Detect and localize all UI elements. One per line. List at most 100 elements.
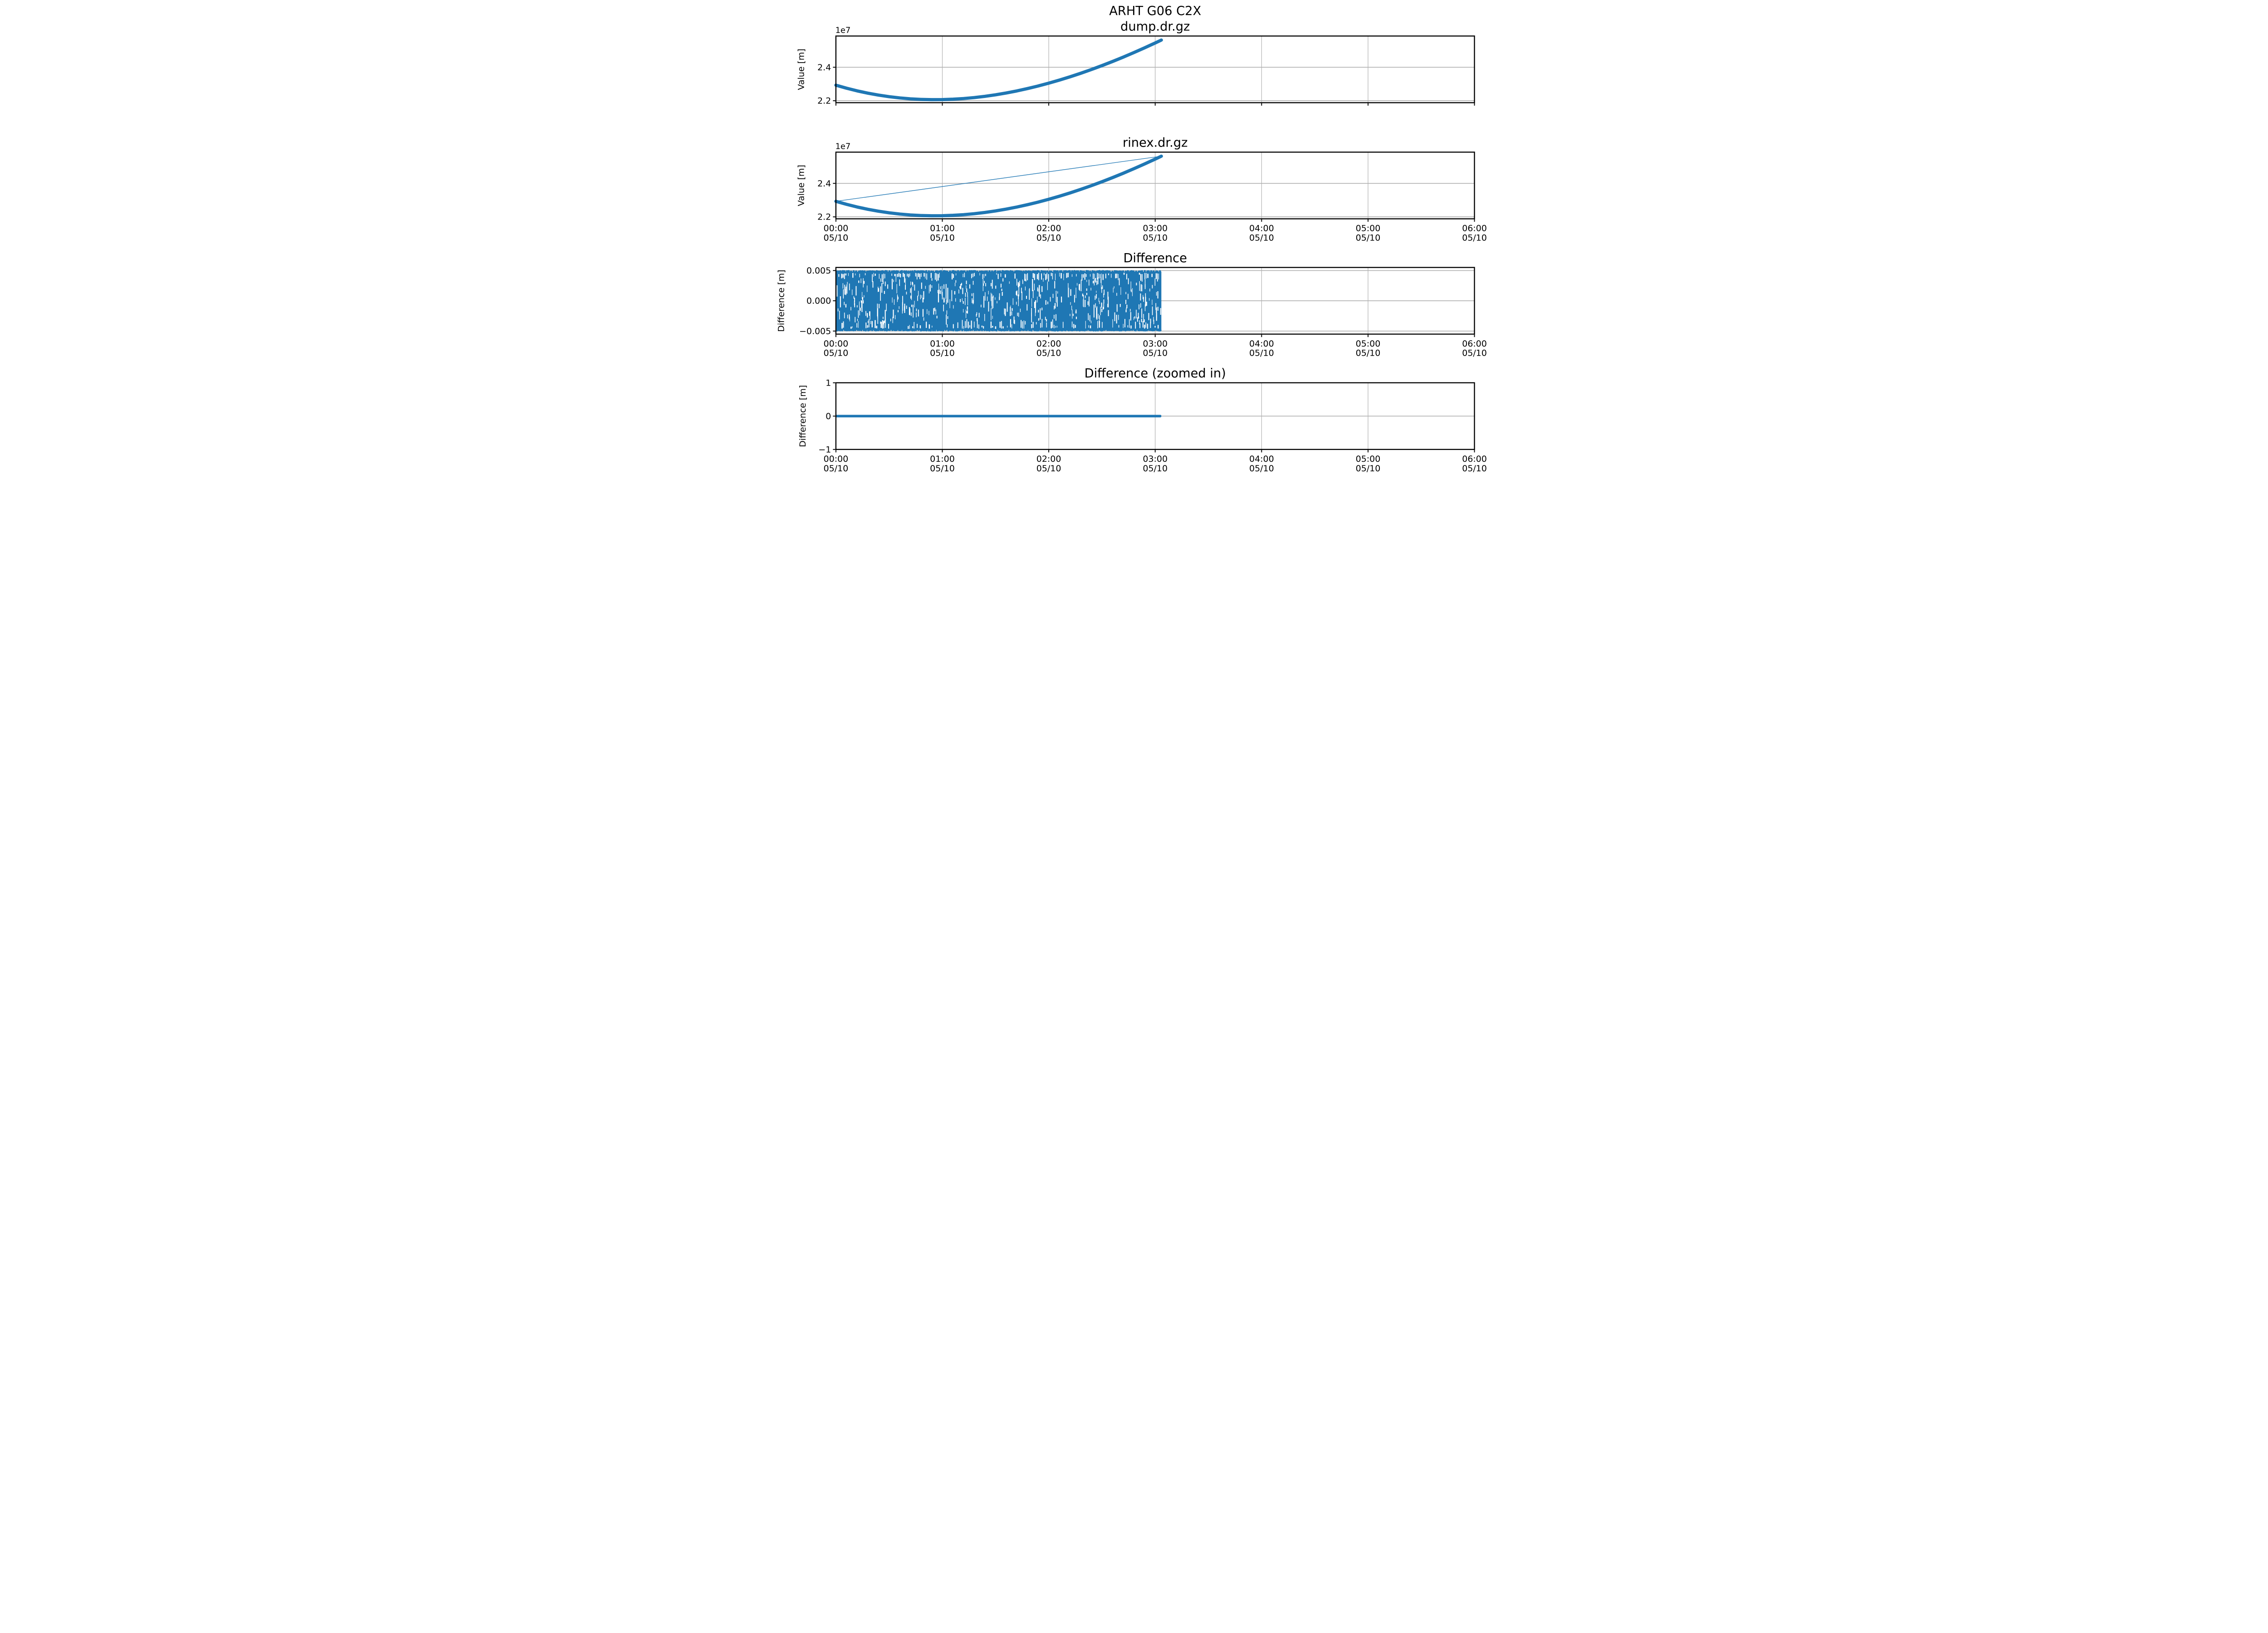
noise-gap	[949, 299, 950, 308]
noise-marker	[1145, 329, 1148, 332]
noise-marker	[1114, 329, 1116, 332]
noise-gap	[883, 321, 885, 325]
noise-marker	[936, 270, 938, 273]
noise-gap	[877, 316, 878, 324]
x-tick-label-time: 02:00	[1036, 339, 1061, 349]
noise-gap	[865, 322, 867, 328]
noise-gap	[1014, 273, 1016, 279]
noise-gap	[1040, 323, 1041, 328]
noise-gap	[1100, 307, 1101, 315]
noise-gap	[1045, 317, 1046, 320]
noise-gap	[844, 273, 845, 279]
noise-marker	[1077, 270, 1080, 273]
noise-gap	[1018, 294, 1019, 299]
noise-marker	[947, 329, 950, 332]
noise-gap	[974, 273, 975, 277]
noise-gap	[921, 282, 922, 289]
noise-gap	[870, 321, 871, 324]
noise-gap	[1130, 325, 1132, 329]
noise-marker	[1061, 329, 1064, 332]
noise-marker	[1003, 329, 1006, 332]
noise-gap	[946, 299, 947, 304]
noise-gap	[995, 285, 997, 289]
noise-gap	[1143, 314, 1144, 323]
noise-gap	[1135, 322, 1136, 329]
noise-marker	[852, 329, 855, 332]
noise-band-body	[836, 272, 1162, 330]
noise-marker	[1011, 270, 1014, 273]
x-tick-label-time: 00:00	[824, 454, 849, 464]
noise-marker	[939, 270, 943, 273]
noise-gap	[976, 314, 977, 317]
noise-gap	[844, 284, 846, 290]
noise-gap	[922, 298, 924, 303]
noise-marker	[983, 329, 986, 332]
y-tick-label: 2.4	[817, 179, 831, 189]
noise-gap	[1141, 308, 1143, 318]
noise-gap	[842, 274, 844, 278]
noise-gap	[872, 281, 874, 288]
x-tick-label-date: 05/10	[1462, 464, 1487, 474]
noise-marker	[925, 329, 928, 332]
noise-gap	[914, 284, 915, 291]
noise-gap	[863, 300, 864, 303]
noise-marker	[1132, 270, 1135, 273]
noise-gap	[858, 321, 859, 328]
noise-marker	[1065, 270, 1067, 273]
noise-gap	[971, 293, 973, 296]
y-axis-label: Difference [m]	[798, 385, 808, 447]
noise-gap	[962, 320, 963, 329]
noise-gap	[1075, 317, 1077, 319]
noise-gap	[1047, 281, 1048, 290]
noise-gap	[930, 273, 932, 278]
noise-marker	[954, 270, 957, 273]
noise-marker	[847, 270, 850, 273]
noise-gap	[863, 281, 865, 284]
noise-marker	[1013, 329, 1016, 332]
noise-marker	[899, 329, 902, 332]
noise-gap	[854, 298, 855, 302]
noise-gap	[873, 273, 874, 277]
noise-marker	[982, 270, 984, 273]
noise-gap	[943, 298, 945, 303]
noise-gap	[1086, 279, 1087, 282]
noise-gap	[911, 287, 912, 300]
noise-gap	[1035, 303, 1036, 306]
noise-gap	[852, 273, 854, 278]
noise-gap	[1140, 303, 1141, 308]
noise-marker	[1119, 270, 1122, 273]
noise-gap	[1100, 279, 1101, 283]
x-tick-label-time: 00:00	[824, 339, 849, 349]
noise-gap	[1016, 302, 1017, 305]
noise-gap	[1130, 312, 1131, 321]
noise-gap	[854, 303, 855, 308]
noise-gap	[871, 321, 873, 328]
noise-gap	[905, 278, 906, 287]
noise-gap	[958, 289, 959, 294]
noise-gap	[1116, 274, 1118, 279]
noise-marker	[946, 270, 948, 273]
noise-marker	[925, 270, 928, 273]
noise-marker	[863, 329, 865, 332]
noise-gap	[978, 313, 980, 318]
axis-offset-text: 1e7	[836, 142, 851, 151]
noise-gap	[857, 318, 858, 321]
noise-marker	[1110, 329, 1113, 332]
noise-gap	[868, 319, 870, 328]
noise-gap	[1126, 274, 1127, 279]
noise-gap	[1022, 321, 1023, 329]
noise-marker	[846, 270, 848, 273]
noise-gap	[906, 292, 907, 295]
noise-gap	[971, 320, 972, 329]
noise-gap	[891, 279, 893, 289]
noise-gap	[1101, 287, 1102, 293]
noise-gap	[1156, 307, 1157, 313]
noise-gap	[1038, 309, 1039, 313]
noise-marker	[917, 328, 920, 331]
x-tick-label-date: 05/10	[1143, 464, 1168, 474]
x-tick-label-time: 04:00	[1249, 339, 1274, 349]
noise-gap	[1118, 314, 1119, 320]
noise-marker	[1159, 329, 1162, 332]
noise-gap	[1100, 274, 1101, 279]
noise-gap	[946, 314, 947, 325]
